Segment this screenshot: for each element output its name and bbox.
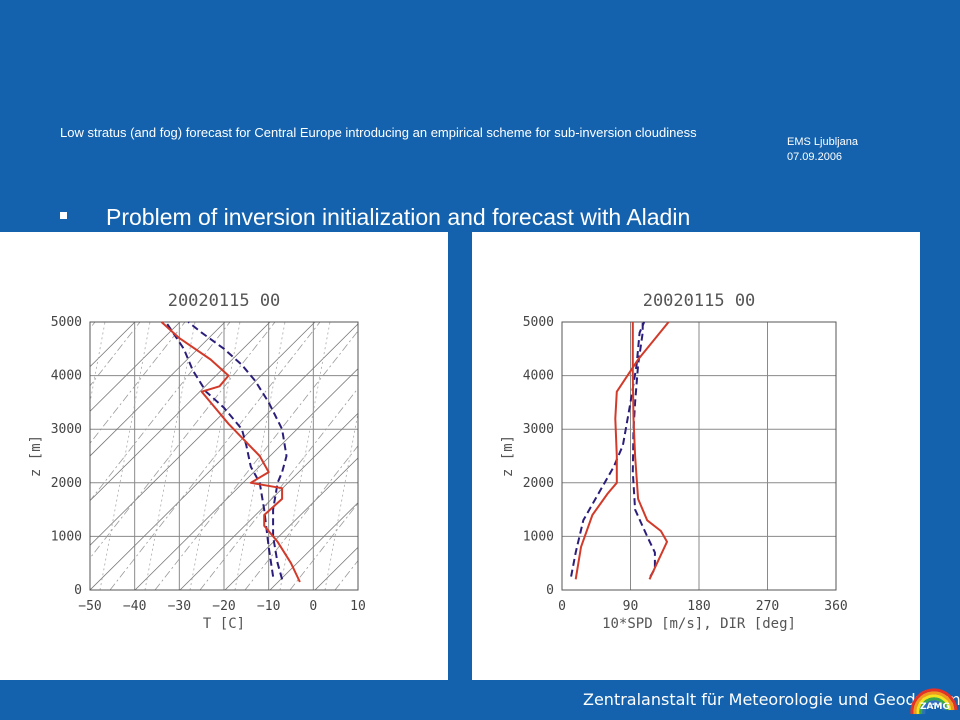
chart-title: 20020115 00 [168,291,281,311]
plot-frame [89,321,359,591]
y-axis-label: z [m] [500,435,516,477]
y-tick-label: 5000 [51,315,82,330]
isotherm-line [90,322,271,502]
x-tick-label: 10 [350,599,366,614]
isotherm-line [90,323,358,590]
footer-bar [0,680,960,720]
mixing-ratio-line [90,322,106,405]
x-tick-label: 90 [623,599,639,614]
x-axis-label: 10*SPD [m/s], DIR [deg] [602,616,796,632]
observed-profile-line-1 [631,322,656,578]
mixing-ratio-line [279,322,331,590]
isotherm-line [224,457,358,590]
y-tick-label: 3000 [523,422,554,437]
event-date: 07.09.2006 [787,151,843,163]
institute-name: Zentralanstalt für Meteorologie und Geod… [583,690,960,709]
isotherm-line [134,368,358,590]
isotherm-line [90,322,136,368]
isotherm-line [90,322,181,412]
observed-profile-line-0 [187,321,288,580]
event-venue: EMS Ljubljana [787,136,858,148]
forecast-profile-line-2 [160,321,301,583]
adiabat-line [425,322,448,590]
event-info: EMS Ljubljana 07.09.2006 [787,135,858,165]
x-axis-label: T [C] [203,616,245,632]
mixing-ratio-line [189,322,241,590]
observed-profile-line-1 [165,321,275,577]
x-tick-label: 360 [824,599,847,614]
adiabat-line [90,322,186,444]
bullet-square-icon [60,212,67,219]
forecast-profile-line-3 [631,322,668,580]
adiabat-line [334,559,358,590]
y-tick-label: 0 [74,583,82,598]
adiabat-line [90,322,276,559]
thermo-background-lines [0,322,448,590]
y-tick-label: 0 [546,583,554,598]
y-tick-label: 1000 [51,529,82,544]
y-tick-label: 4000 [51,369,82,384]
y-tick-label: 4000 [523,369,554,384]
mixing-ratio-line [0,322,15,590]
wind-profile-panel: 0 90 180 270 360 0 1000 2000 3000 4000 5000 2002011… [472,232,920,680]
isotherm-line [90,322,91,323]
mixing-ratio-line [415,322,448,590]
mixing-ratio-line [324,410,358,590]
mixing-ratio-line [144,322,196,590]
x-tick-label: −50 [78,599,101,614]
isotherm-line [314,546,358,590]
y-tick-label: 3000 [51,422,82,437]
x-tick-label: −40 [123,599,146,614]
adiabat-line [109,322,321,590]
logo-text: ZAMG [920,702,950,712]
y-axis-label: z [m] [28,435,44,477]
x-tick-label: 0 [558,599,566,614]
temperature-profile-chart: −50 −40 −30 −20 −10 0 10 0 1000 2000 3000 4000 5000 2… [0,291,448,632]
adiabat-line [90,322,231,502]
adiabat-line [90,322,141,387]
x-tick-label: 270 [756,599,779,614]
isotherm-line [179,412,358,590]
adiabat-line [380,322,448,590]
mixing-ratio-line [99,322,151,590]
isotherm-line [405,322,448,590]
temperature-profile-panel: −50 −40 −30 −20 −10 0 10 0 1000 2000 3000 4000 5000 2… [0,232,448,680]
plot-frame [561,321,837,591]
y-tick-label: 2000 [51,476,82,491]
isotherm-line [90,322,316,546]
x-tick-label: −30 [168,599,191,614]
y-tick-label: 2000 [523,476,554,491]
x-tick-label: −10 [257,599,280,614]
wind-profile-chart: 0 90 180 270 360 0 1000 2000 3000 4000 5000 2002011… [500,291,848,632]
zamg-rainbow-logo: ZAMG [910,688,958,715]
isotherm-line [90,322,226,457]
mixing-ratio-line [370,322,420,590]
x-tick-label: −20 [212,599,235,614]
presentation-title: Low stratus (and fog) forecast for Centr… [60,125,697,140]
x-tick-label: 180 [687,599,710,614]
adiabat-line [244,445,358,590]
isotherm-line [269,502,358,590]
adiabat-line [154,330,358,590]
chart-title: 20020115 00 [643,291,756,311]
forecast-profile-line-2 [574,321,670,580]
adiabat-line [90,322,96,330]
isotherm-line [360,322,448,590]
y-tick-label: 5000 [523,315,554,330]
y-tick-label: 1000 [523,529,554,544]
bullet-text: Problem of inversion initialization and … [106,204,691,230]
x-tick-label: 0 [309,599,317,614]
